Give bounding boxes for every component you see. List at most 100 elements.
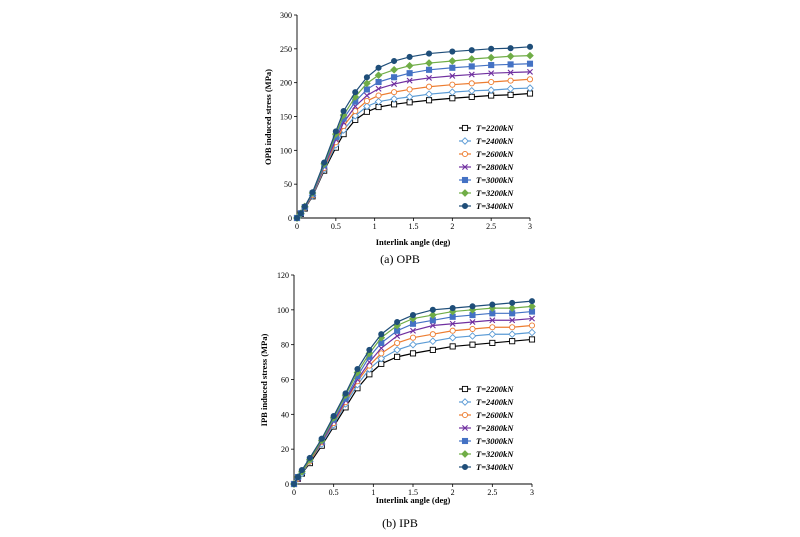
legend-item: T=2600kN	[459, 410, 514, 420]
legend-label: T=3200kN	[476, 449, 514, 459]
data-point	[406, 53, 413, 61]
series-t-3400kn	[293, 43, 534, 222]
data-point	[507, 77, 514, 84]
data-point	[425, 66, 433, 73]
data-point	[378, 345, 385, 352]
data-point	[375, 85, 382, 92]
x-tick-label: 2.5	[487, 488, 497, 497]
y-tick-label: 50	[284, 180, 292, 189]
data-point	[301, 203, 308, 210]
data-point	[449, 320, 456, 327]
x-tick-label: 3	[528, 222, 532, 231]
data-point	[469, 319, 476, 326]
data-point	[468, 93, 475, 100]
data-point	[390, 95, 398, 103]
data-point	[406, 77, 413, 84]
data-point	[506, 84, 515, 93]
data-point	[393, 346, 401, 354]
data-point	[410, 327, 416, 334]
legend-label: T=2400kN	[476, 136, 514, 146]
data-point	[330, 413, 337, 420]
data-point	[391, 74, 398, 81]
data-point	[509, 299, 516, 306]
x-tick-label: 1	[371, 488, 375, 497]
legend-item: T=2400kN	[459, 136, 514, 146]
data-point	[428, 337, 437, 346]
data-point	[293, 214, 301, 222]
data-point	[489, 339, 496, 346]
legend-label: T=2400kN	[476, 397, 514, 407]
data-point	[425, 97, 433, 104]
y-tick-label: 100	[280, 146, 292, 155]
data-point	[449, 64, 456, 71]
data-point	[509, 317, 516, 324]
data-point	[391, 57, 398, 65]
data-point	[429, 331, 436, 338]
legend-marker	[461, 385, 469, 393]
data-point	[449, 48, 456, 55]
data-point	[488, 62, 495, 69]
legend-item: T=2200kN	[459, 123, 514, 133]
data-point	[429, 322, 436, 329]
data-point	[297, 210, 304, 217]
data-point	[449, 72, 456, 79]
legend-label: T=2600kN	[476, 410, 514, 420]
legend-item: T=3000kN	[459, 436, 514, 446]
data-point	[469, 341, 476, 348]
legend-marker	[461, 124, 469, 132]
y-axis-label-ipb: IPB induced stress (MPa)	[259, 334, 269, 427]
data-point	[375, 92, 382, 99]
x-tick-label: 1.5	[408, 488, 418, 497]
legend-marker	[461, 437, 469, 445]
data-point	[507, 69, 514, 76]
data-point	[506, 52, 515, 61]
data-point	[363, 102, 371, 111]
legend: T=2200kN T=2400kN T=2600kN T=2800kN T=3000kN…	[459, 123, 514, 211]
data-point	[489, 317, 496, 324]
data-point	[428, 311, 437, 319]
data-point	[487, 86, 496, 94]
data-point	[425, 83, 433, 90]
caption-opb: (a) OPB	[380, 252, 420, 266]
data-point	[429, 306, 436, 313]
legend-marker	[461, 202, 469, 210]
data-point	[509, 324, 516, 331]
data-point	[425, 50, 433, 57]
data-point	[363, 86, 370, 93]
data-point	[340, 108, 347, 115]
data-point	[527, 68, 533, 75]
data-point	[363, 97, 370, 104]
data-point	[406, 70, 413, 77]
data-point	[507, 61, 514, 68]
data-point	[352, 108, 359, 115]
legend-label: T=3000kN	[476, 436, 514, 446]
data-point	[507, 91, 514, 98]
legend-item: T=3200kN	[459, 188, 514, 198]
data-point	[394, 332, 401, 339]
x-tick-label: 0.5	[331, 222, 341, 231]
legend-marker	[462, 164, 468, 170]
data-point	[489, 301, 496, 308]
legend-label: T=2800kN	[476, 162, 514, 172]
legend-item: T=2600kN	[459, 149, 514, 159]
data-point	[526, 43, 534, 50]
data-point	[298, 467, 305, 474]
data-point	[528, 298, 536, 305]
data-point	[425, 90, 433, 99]
data-point	[409, 350, 417, 357]
data-point	[425, 59, 433, 67]
legend-item: T=3000kN	[459, 175, 514, 185]
data-point	[390, 65, 398, 74]
data-point	[354, 365, 361, 373]
data-point	[449, 81, 456, 88]
x-tick-label: 0.5	[329, 488, 339, 497]
data-point	[468, 80, 475, 87]
y-tick-label: 40	[281, 410, 289, 419]
legend-item: T=2800kN	[459, 423, 514, 433]
legend-marker	[461, 398, 469, 406]
data-point	[487, 53, 496, 62]
legend-item: T=2200kN	[459, 384, 514, 394]
data-point	[426, 74, 433, 81]
x-tick-label: 0	[292, 488, 296, 497]
legend-marker	[461, 450, 469, 458]
